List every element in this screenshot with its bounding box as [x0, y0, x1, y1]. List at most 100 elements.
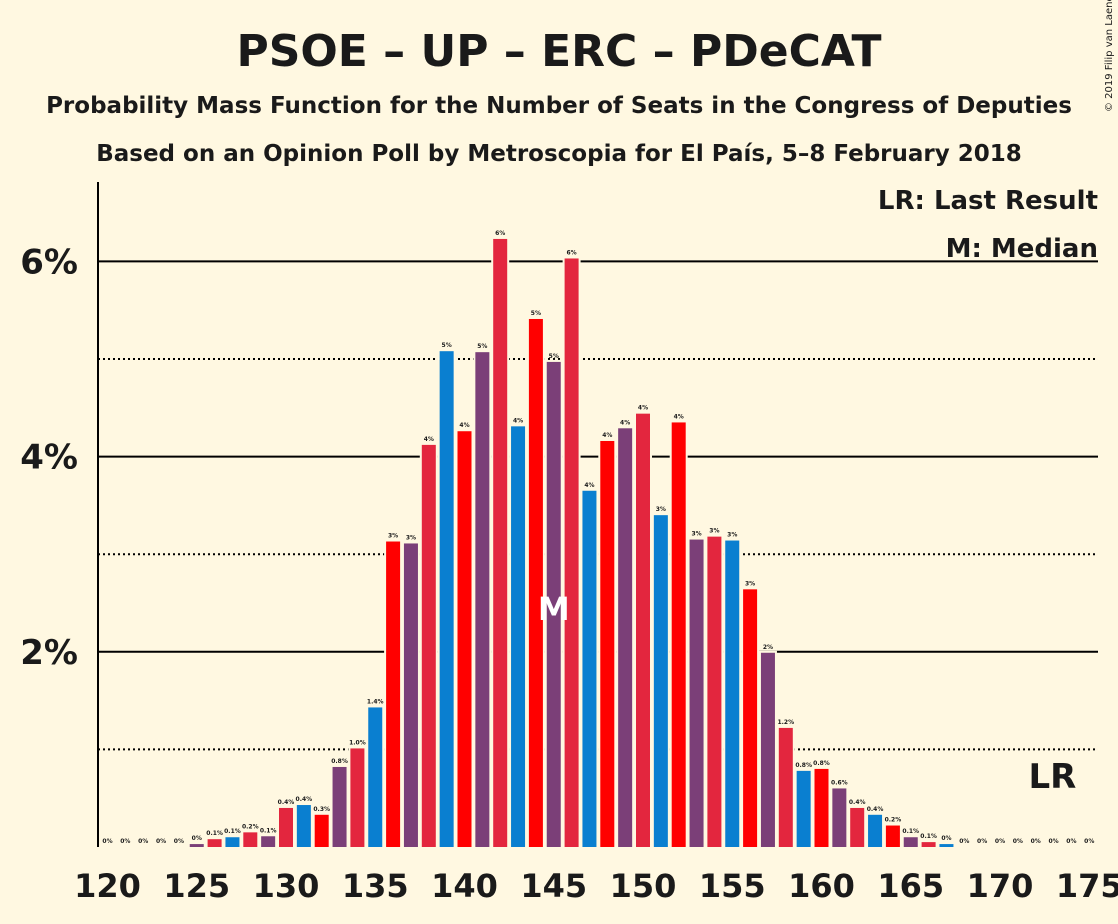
x-tick-label: 130 [253, 867, 320, 905]
data-label-seat-148: 4% [602, 432, 612, 439]
data-label-seat-137: 3% [406, 534, 416, 541]
x-tick-label: 160 [788, 867, 855, 905]
data-label-seat-168: 0% [959, 838, 969, 845]
bar-seat-152 [671, 422, 686, 847]
data-label-seat-145: 5% [549, 353, 559, 360]
bar-seat-130 [279, 807, 293, 847]
data-label-seat-140: 4% [459, 422, 469, 429]
data-label-seat-161: 0.6% [831, 779, 848, 786]
data-labels: 0% 0% 0% 0% 0% 0%0.1% 0.1%0.2%0.1%0.4% 0.4%0.3%… [102, 230, 1094, 845]
bar-seat-132 [314, 814, 329, 847]
data-label-seat-139: 5% [442, 342, 452, 349]
data-label-seat-131: 0.4% [296, 796, 313, 803]
median-marker: M [538, 590, 570, 628]
y-tick-label: 4% [20, 438, 78, 478]
bar-seat-155 [725, 540, 740, 847]
bar-seat-158 [778, 727, 793, 847]
data-label-seat-159: 0.8% [795, 762, 812, 769]
x-tick-label: 170 [967, 867, 1034, 905]
data-label-seat-126: 0.1% [206, 830, 223, 837]
bar-seat-142 [493, 238, 508, 847]
data-label-seat-147: 4% [584, 482, 594, 489]
data-label-seat-163: 0.4% [867, 806, 884, 813]
data-label-seat-166: 0.1% [920, 833, 937, 840]
data-label-seat-125: 0% [192, 835, 202, 842]
data-label-seat-133: 0.8% [331, 758, 348, 765]
bar-seat-151 [653, 515, 668, 847]
x-tick-label: 155 [699, 867, 766, 905]
data-label-seat-165: 0.1% [902, 828, 919, 835]
bar-seat-146 [564, 258, 579, 847]
x-tick-label: 175 [1056, 867, 1118, 905]
bar-seat-144 [528, 318, 543, 847]
data-label-seat-132: 0.3% [313, 806, 330, 813]
x-tick-label: 120 [74, 867, 141, 905]
data-label-seat-120: 0% [102, 838, 112, 845]
data-label-seat-167: 0% [941, 835, 951, 842]
bar-seat-147 [582, 490, 597, 847]
data-label-seat-149: 4% [620, 419, 630, 426]
chart-subtitle-2: Based on an Opinion Poll by Metroscopia … [96, 141, 1022, 167]
data-label-seat-171: 0% [1013, 838, 1023, 845]
x-tick-label: 125 [163, 867, 230, 905]
x-tick-label: 135 [342, 867, 409, 905]
data-label-seat-152: 4% [674, 413, 684, 420]
bar-seat-148 [600, 440, 615, 847]
x-axis: 120 125 130 135 140 145 150 155 160 165 170 175 [74, 867, 1118, 905]
data-label-seat-127: 0.1% [224, 828, 241, 835]
bar-seat-133 [332, 766, 347, 847]
bar-seat-150 [636, 413, 650, 847]
bar-seat-154 [707, 536, 722, 847]
data-label-seat-155: 3% [727, 532, 737, 539]
bar-seat-137 [403, 543, 418, 847]
bar-seat-159 [796, 770, 811, 847]
bar-seat-156 [743, 589, 758, 847]
bar-seat-131 [296, 805, 311, 847]
data-label-seat-156: 3% [745, 580, 755, 587]
bar-seat-125 [189, 844, 204, 847]
data-label-seat-175: 0% [1084, 838, 1094, 845]
bar-seat-149 [618, 428, 633, 847]
data-label-seat-157: 2% [763, 644, 773, 651]
data-label-seat-143: 4% [513, 417, 523, 424]
y-tick-label: 2% [20, 633, 78, 673]
bar-seat-163 [868, 814, 883, 847]
x-tick-label: 140 [431, 867, 498, 905]
data-label-seat-141: 5% [477, 343, 487, 350]
data-label-seat-134: 1.0% [349, 739, 366, 746]
bar-seat-161 [832, 788, 847, 847]
bar-seat-167 [939, 844, 954, 847]
bar-seat-134 [350, 748, 365, 847]
x-tick-label: 145 [520, 867, 587, 905]
data-label-seat-135: 1.4% [367, 698, 384, 705]
bar-seat-143 [511, 426, 526, 847]
data-label-seat-164: 0.2% [885, 817, 902, 824]
data-label-seat-144: 5% [531, 310, 541, 317]
bar-seat-141 [475, 352, 490, 847]
bar-seat-165 [903, 837, 918, 847]
data-label-seat-170: 0% [995, 838, 1005, 845]
data-label-seat-174: 0% [1066, 838, 1076, 845]
data-label-seat-151: 3% [656, 506, 666, 513]
bar-seat-126 [207, 839, 222, 847]
data-label-seat-169: 0% [977, 838, 987, 845]
data-label-seat-130: 0.4% [278, 799, 295, 806]
bar-seat-140 [457, 431, 472, 847]
chart-subtitle: Probability Mass Function for the Number… [46, 93, 1072, 119]
data-label-seat-121: 0% [120, 838, 130, 845]
bars [187, 236, 956, 847]
data-label-seat-129: 0.1% [260, 827, 277, 834]
bar-seat-162 [850, 807, 865, 847]
data-label-seat-124: 0% [174, 838, 184, 845]
bar-seat-129 [261, 836, 276, 847]
bar-seat-135 [368, 707, 383, 847]
data-label-seat-136: 3% [388, 533, 398, 540]
data-label-seat-128: 0.2% [242, 823, 259, 830]
data-label-seat-146: 6% [567, 249, 577, 256]
bar-seat-127 [225, 837, 240, 847]
data-label-seat-162: 0.4% [849, 799, 866, 806]
x-tick-label: 150 [610, 867, 677, 905]
legend-last-result: LR: Last Result [878, 186, 1098, 216]
bar-seat-128 [243, 832, 258, 847]
